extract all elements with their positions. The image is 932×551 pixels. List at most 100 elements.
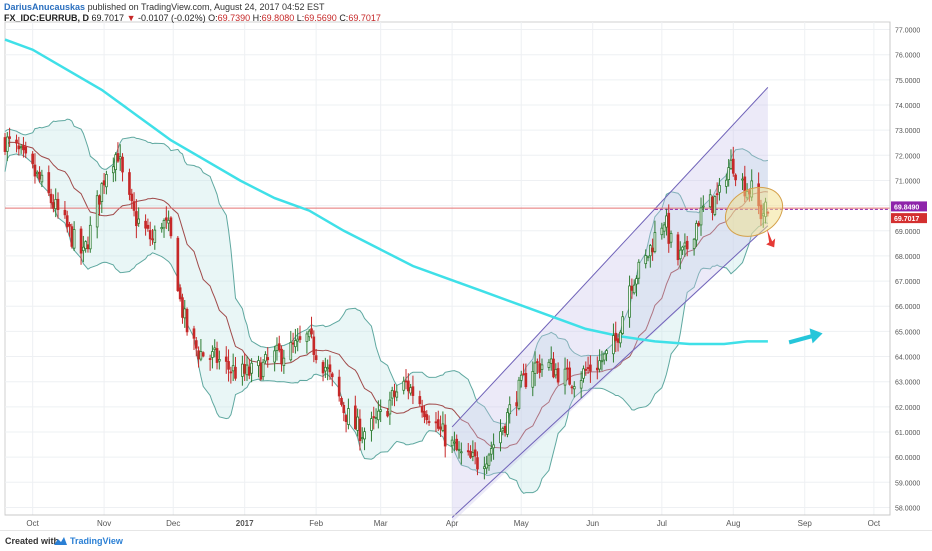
- candle-body: [65, 215, 69, 228]
- candle-body: [632, 284, 636, 294]
- candle-body: [715, 193, 719, 196]
- time-tick-label: Dec: [166, 519, 180, 528]
- candle-body: [277, 343, 281, 351]
- candle-body: [727, 167, 730, 181]
- moving-average-line: [4, 38, 768, 346]
- time-tick-label: Apr: [446, 519, 459, 528]
- channel-lower-line: [451, 225, 769, 518]
- candle-body: [374, 417, 378, 420]
- candle-body: [390, 389, 394, 399]
- close-label: C:: [339, 13, 349, 23]
- candle-body: [261, 361, 265, 378]
- price-tick-label: 68.0000: [895, 254, 920, 261]
- resistance-price-tag: [891, 201, 927, 212]
- candle-body: [33, 164, 37, 177]
- candle-body: [310, 328, 313, 335]
- candle-body: [741, 178, 744, 181]
- candle-body: [192, 328, 196, 339]
- candle-body: [469, 451, 472, 458]
- candle-body: [208, 358, 212, 360]
- candle-body: [393, 390, 396, 397]
- candle-body: [307, 330, 311, 338]
- high-label: H:: [252, 13, 262, 23]
- candle-body: [181, 297, 184, 318]
- tradingview-brand[interactable]: TradingView: [70, 536, 123, 546]
- candle-body: [685, 240, 689, 250]
- candle-body: [379, 409, 382, 412]
- candle-body: [667, 212, 671, 244]
- candle-body: [234, 366, 237, 379]
- author-name[interactable]: DariusAnucauskas: [4, 2, 86, 12]
- candle-body: [411, 386, 415, 396]
- candle-body: [492, 444, 495, 449]
- candle-body: [483, 466, 486, 469]
- candle-body: [183, 308, 187, 319]
- candle-body: [218, 359, 221, 362]
- candle-body: [17, 145, 21, 150]
- candle-body: [450, 439, 454, 447]
- right-arrow-annotation: [788, 328, 823, 345]
- candle-body: [296, 338, 300, 342]
- time-tick-label: Oct: [26, 519, 39, 528]
- candle-body: [86, 244, 90, 250]
- candle-body: [402, 380, 406, 391]
- candle-body: [455, 438, 459, 451]
- price-tick-label: 64.0000: [895, 355, 920, 362]
- price-chart[interactable]: 58.0000 59.0000 60.0000 61.0000 62.0000 63.00…: [0, 0, 932, 530]
- candle-body: [347, 408, 350, 425]
- candle-body: [102, 180, 106, 186]
- candle-body: [118, 156, 122, 160]
- candle-body: [589, 364, 592, 372]
- candle-body: [231, 365, 235, 372]
- plot-area: [4, 21, 891, 516]
- candle-body: [423, 410, 426, 418]
- candle-body: [473, 449, 477, 457]
- symbol-label[interactable]: FX_IDC:EURRUB, D: [4, 13, 90, 23]
- candle-body: [328, 364, 332, 373]
- candle-body: [282, 357, 286, 366]
- candle-body: [356, 416, 359, 431]
- candle-body: [5, 136, 9, 152]
- candle-body: [294, 340, 297, 348]
- footer-bar: Created with TradingView: [0, 530, 932, 551]
- candle-body: [406, 380, 410, 392]
- candle-body: [466, 450, 470, 453]
- candle-body: [725, 179, 728, 187]
- close-value: 69.7017: [348, 13, 381, 23]
- bollinger-upper-line: [4, 118, 769, 425]
- candle-body: [515, 402, 518, 407]
- down-arrow-annotation: [766, 229, 776, 248]
- candle-body: [395, 391, 399, 398]
- candle-body: [538, 363, 542, 373]
- low-value: 69.5690: [304, 13, 337, 23]
- candle-body: [194, 340, 198, 349]
- candle-body: [506, 412, 509, 435]
- candle-body: [653, 232, 657, 252]
- candle-body: [524, 372, 528, 388]
- candle-body: [519, 374, 523, 381]
- candle-body: [540, 364, 544, 370]
- candle-body: [370, 418, 373, 431]
- candle-body: [167, 219, 170, 224]
- candle-body: [24, 146, 28, 154]
- candle-body: [441, 423, 445, 431]
- candle-body: [326, 367, 329, 370]
- candle-body: [88, 224, 92, 250]
- candle-body: [533, 362, 537, 374]
- candle-body: [280, 348, 283, 365]
- candle-body: [552, 358, 555, 378]
- channel-shade: [452, 87, 768, 523]
- candle-body: [695, 223, 698, 241]
- candle-body: [563, 368, 567, 386]
- candle-body: [8, 136, 11, 139]
- candle-body: [116, 153, 120, 162]
- candle-body: [503, 425, 507, 434]
- price-tick-label: 76.0000: [895, 53, 920, 60]
- candle-body: [660, 227, 664, 236]
- candle-body: [729, 159, 733, 169]
- candle-body: [3, 137, 7, 152]
- candle-body: [619, 331, 622, 344]
- price-tick-label: 62.0000: [895, 405, 920, 412]
- time-tick-label: Jun: [586, 519, 599, 528]
- down-arrow-icon: ▼: [126, 13, 136, 23]
